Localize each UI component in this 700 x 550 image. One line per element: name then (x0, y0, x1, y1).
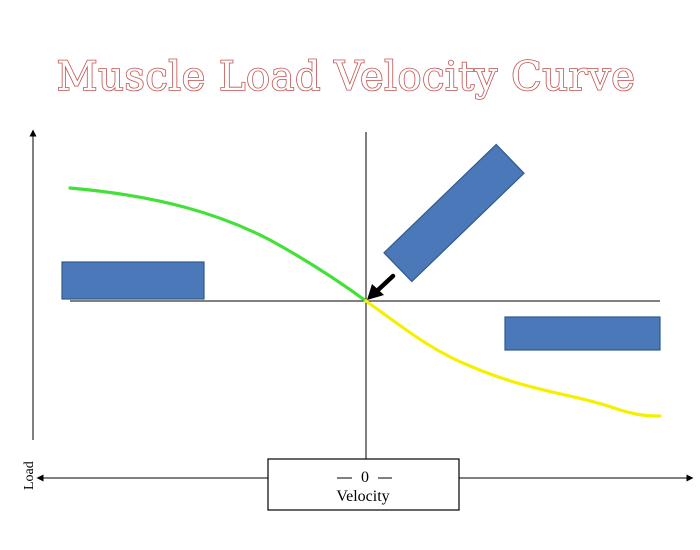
right-label-box (504, 316, 661, 351)
load-axis-label: Load (22, 461, 37, 490)
velocity-label-box (267, 458, 460, 511)
top-right-label-box (383, 143, 525, 283)
zero-velocity-label: 0 (361, 469, 369, 486)
eccentric-curve (364, 299, 662, 418)
diagram-title: Muscle Load Velocity Curve (57, 54, 636, 100)
velocity-axis-label: Velocity (336, 488, 389, 505)
concentric-curve (68, 186, 368, 303)
left-label-box (61, 261, 205, 300)
arrow-down-left-icon (367, 273, 396, 300)
